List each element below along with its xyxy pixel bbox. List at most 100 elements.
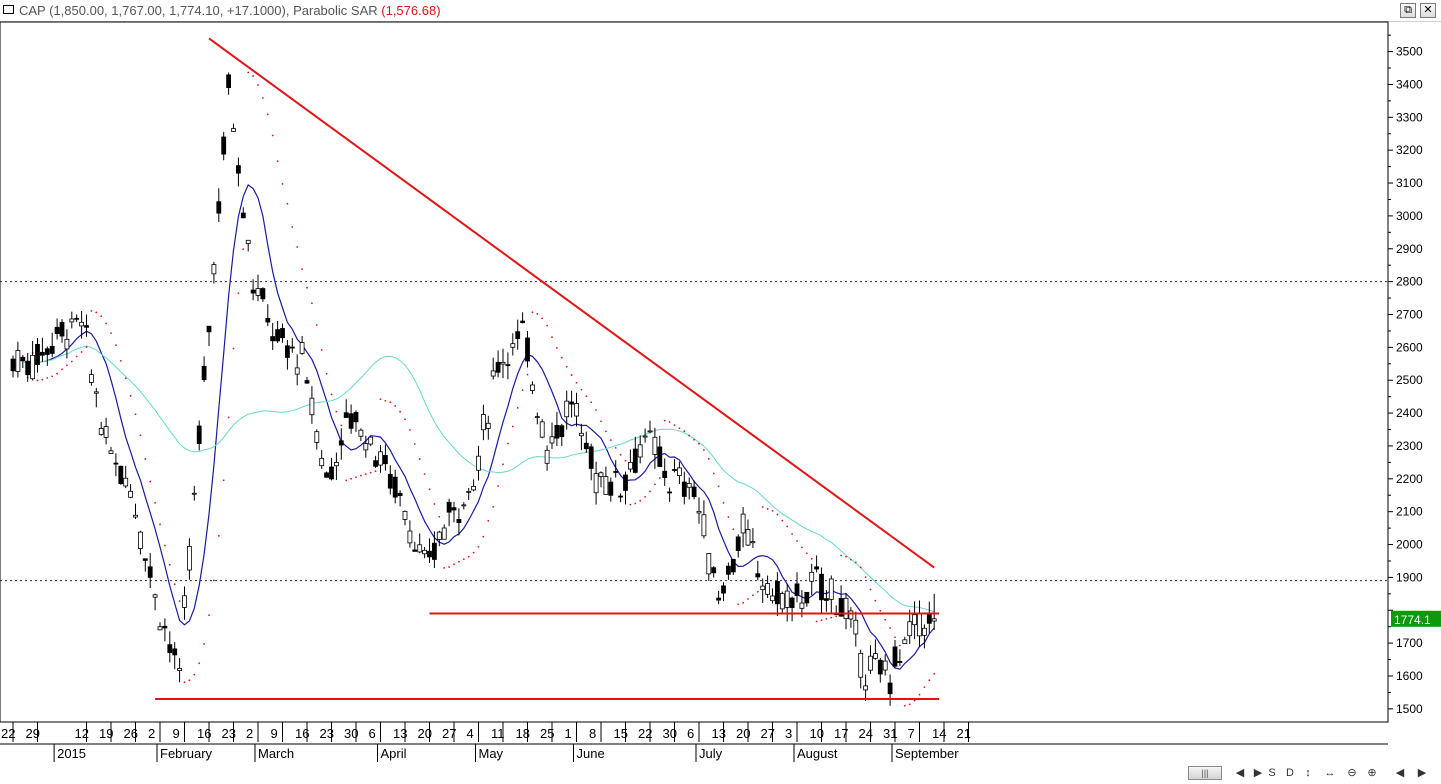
period-label: April — [381, 746, 407, 761]
candle-body — [436, 531, 442, 540]
sar-dot — [482, 535, 485, 538]
sar-dot — [864, 576, 867, 579]
x-tick-label: 22 — [638, 726, 652, 741]
candle-body — [123, 477, 129, 487]
sar-dot — [511, 425, 514, 428]
sar-dot — [51, 375, 54, 378]
candle-body — [931, 618, 937, 622]
sar-dot — [75, 355, 78, 358]
y-tick-label: 3000 — [1396, 209, 1423, 223]
y-tick-label: 2400 — [1396, 406, 1423, 420]
candle-body — [887, 682, 893, 695]
navigator-button[interactable]: ▶ — [1417, 767, 1427, 779]
close-window-button[interactable]: ✕ — [1420, 3, 1436, 18]
sar-dot — [786, 525, 789, 528]
y-tick-label: 3500 — [1396, 45, 1423, 59]
candle-body — [358, 429, 364, 437]
sar-dot — [213, 579, 215, 582]
sar-dot — [379, 398, 382, 401]
candle-body — [93, 391, 99, 394]
navigator-button[interactable]: S — [1268, 767, 1276, 779]
candle-body — [863, 685, 868, 691]
sar-dot — [124, 377, 127, 380]
candle-body — [838, 597, 844, 617]
x-tick-label: 18 — [516, 726, 530, 741]
candle-body — [137, 531, 143, 549]
x-tick-label: 2 — [246, 726, 253, 741]
sar-dot — [66, 364, 68, 367]
y-tick-label: 2200 — [1396, 472, 1423, 486]
sar-dot — [722, 501, 725, 504]
candle-body — [456, 519, 462, 524]
x-tick-label: 19 — [99, 726, 113, 741]
sar-dot — [609, 439, 612, 442]
navigator-button[interactable]: ↕ — [1305, 767, 1311, 779]
candle-body — [133, 514, 138, 518]
sar-dot — [301, 268, 303, 271]
sar-dot — [854, 561, 857, 564]
sar-dot — [869, 588, 872, 591]
x-tick-label: 9 — [173, 726, 180, 741]
candle-body — [789, 597, 795, 608]
navigator-button[interactable]: ◀ — [1395, 767, 1405, 779]
x-tick-label: 27 — [442, 726, 456, 741]
sar-dot — [183, 681, 186, 684]
candle-body — [647, 430, 653, 433]
candle-body — [907, 621, 913, 637]
candle-body — [427, 550, 432, 558]
sar-dot — [252, 75, 255, 77]
restore-window-button[interactable]: ⧉ — [1400, 3, 1416, 18]
candle-body — [324, 472, 330, 478]
sar-dot — [409, 428, 411, 431]
sar-dot — [443, 567, 446, 569]
sar-dot — [663, 419, 666, 422]
sar-dot — [889, 626, 891, 629]
navigator-button[interactable]: D — [1286, 767, 1294, 779]
candle-body — [211, 264, 217, 275]
candle-body — [304, 380, 310, 384]
navigator-button[interactable]: ⊖ — [1347, 767, 1357, 779]
sar-dot — [453, 563, 455, 566]
x-tick-label: 16 — [295, 726, 309, 741]
candle-body — [691, 486, 697, 498]
candle-body — [574, 403, 579, 417]
navigator-button[interactable]: ⊕ — [1367, 767, 1377, 779]
sar-dot — [95, 311, 98, 314]
candle-body — [637, 444, 643, 458]
sar-dot — [835, 615, 838, 618]
candle-body — [231, 128, 236, 132]
sar-dot — [227, 416, 230, 419]
sar-dot — [217, 534, 220, 537]
sar-dot — [884, 618, 887, 621]
navigator-button[interactable]: ↔ — [1324, 767, 1336, 779]
navigator-button[interactable]: ▶ — [1253, 767, 1263, 779]
x-tick-label: 8 — [589, 726, 596, 741]
sar-dot — [46, 377, 49, 379]
candle-body — [84, 325, 89, 328]
candle-body — [530, 384, 535, 391]
candle-body — [186, 546, 192, 571]
time-scrollbar[interactable]: ||| — [1188, 766, 1222, 780]
x-tick-label: 13 — [712, 726, 726, 741]
candle-body — [677, 467, 682, 476]
candle-body — [828, 578, 834, 600]
sar-dot — [100, 315, 103, 318]
sar-dot — [918, 693, 921, 696]
grid-layer — [0, 21, 1389, 723]
candle-body — [250, 289, 256, 294]
parabolic-sar-layer — [17, 71, 936, 707]
sar-dot — [438, 515, 441, 518]
x-tick-label: 21 — [957, 726, 971, 741]
indicator-value: (1,576.68) — [381, 3, 441, 18]
y-tick-label: 2900 — [1396, 242, 1423, 256]
candle-body — [730, 558, 736, 573]
x-tick-label: 20 — [736, 726, 750, 741]
candle-body — [167, 644, 173, 653]
sar-dot — [477, 545, 480, 548]
candle-body — [642, 435, 648, 438]
candle-body — [770, 595, 775, 602]
candle-body — [711, 567, 717, 574]
sar-dot — [198, 662, 201, 665]
navigator-button[interactable]: ◀ — [1235, 767, 1245, 779]
